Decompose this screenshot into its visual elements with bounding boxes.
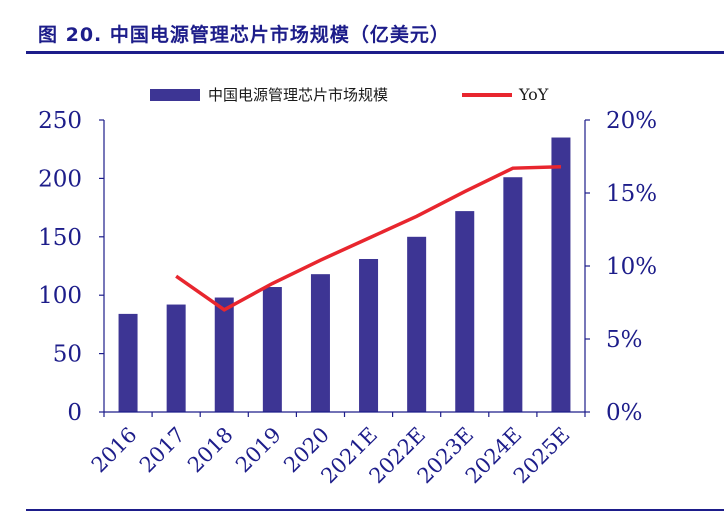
bar-2022E (407, 236, 427, 412)
x-tick-label: 2016 (87, 423, 142, 478)
left-tick-label: 250 (38, 108, 82, 134)
bar-2021E (359, 258, 379, 412)
left-tick-label: 200 (38, 166, 82, 192)
bar-2018 (214, 297, 234, 412)
x-tick-label: 2019 (231, 423, 286, 478)
bar-2020 (310, 274, 330, 412)
bar-2024E (503, 177, 523, 412)
left-tick-label: 0 (67, 400, 82, 426)
bar-2017 (166, 304, 186, 412)
yoy-series (175, 164, 562, 312)
bars (118, 137, 571, 412)
bar-2023E (455, 211, 475, 412)
right-tick-label: 10% (606, 254, 657, 280)
bar-2019 (262, 287, 282, 412)
yoy-line (175, 164, 562, 312)
legend-bar-swatch (150, 89, 200, 101)
x-tick-label: 2017 (135, 423, 190, 478)
right-tick-label: 15% (606, 181, 657, 207)
legend-line-label: YoY (518, 85, 549, 104)
bottom-rule (26, 509, 724, 511)
legend-bar-label: 中国电源管理芯片市场规模 (208, 86, 388, 104)
title-rule (26, 51, 724, 54)
x-tick-label: 2018 (183, 423, 238, 478)
left-tick-label: 150 (38, 225, 82, 251)
left-tick-label: 50 (53, 342, 82, 368)
left-tick-label: 100 (38, 283, 82, 309)
bar-2016 (118, 313, 138, 412)
right-tick-label: 20% (606, 108, 657, 134)
right-tick-label: 5% (606, 327, 643, 353)
figure-title: 图 20. 中国电源管理芯片市场规模（亿美元） (38, 24, 450, 46)
x-axis-ticks: 201620172018201920202021E2022E2023E2024E… (87, 412, 586, 488)
left-axis-ticks: 0 50 100 150 200 250 (38, 108, 104, 426)
right-axis-ticks: 0% 5% 10% 15% 20% (585, 108, 657, 426)
legend: 中国电源管理芯片市场规模 YoY (150, 85, 549, 104)
right-tick-label: 0% (606, 400, 643, 426)
bar-2025E (551, 137, 571, 412)
